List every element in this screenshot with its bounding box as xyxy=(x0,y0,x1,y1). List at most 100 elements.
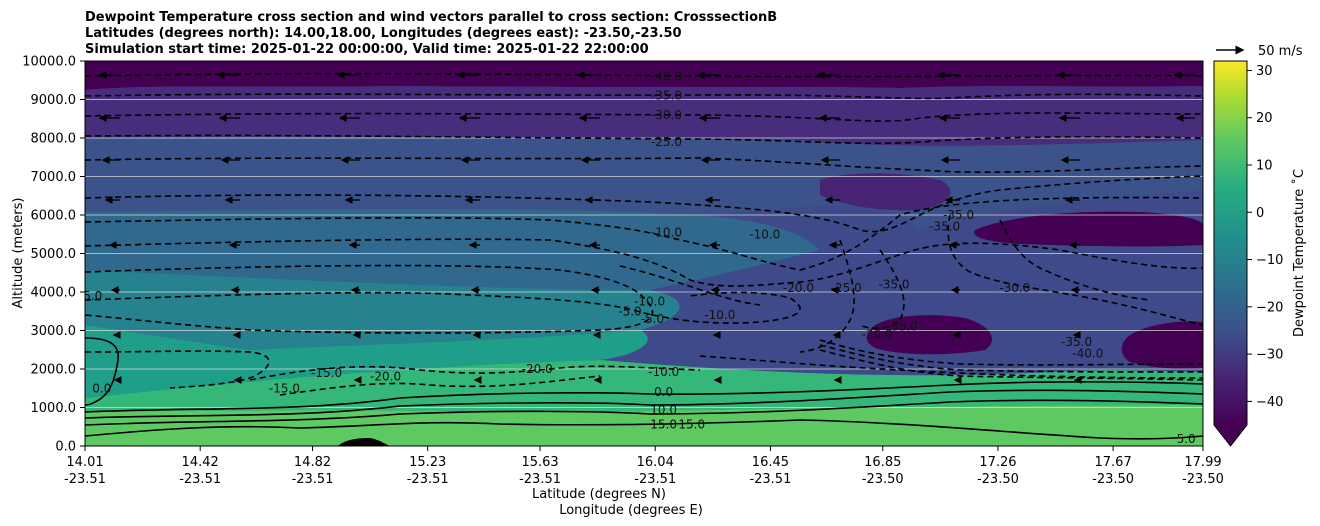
contour-label: 0.0 xyxy=(92,381,111,395)
contour-label: -10.0 xyxy=(634,295,665,309)
contour-label: -10.0 xyxy=(704,308,735,322)
contour-label: 10.0 xyxy=(650,403,677,417)
y-tick-label: 0.0 xyxy=(55,440,76,455)
x-tick-label-lon: -23.50 xyxy=(977,472,1019,487)
contour-label: 15.0 xyxy=(678,417,705,431)
y-tick-label: 4000.0 xyxy=(31,286,77,301)
x-tick-label-lat: 14.82 xyxy=(294,455,331,470)
y-tick-label: 3000.0 xyxy=(31,324,77,339)
solid-contours xyxy=(85,337,1203,440)
x-tick-label-lon: -23.51 xyxy=(179,472,221,487)
colorbar-tick-label: −10 xyxy=(1256,253,1283,268)
filled-band-green-teal xyxy=(85,325,648,398)
x-tick-label-lat: 16.45 xyxy=(752,455,789,470)
contour-label: -35.0 xyxy=(929,220,960,234)
contour-label: -35.0 xyxy=(887,320,918,334)
contour-label: -5.0 xyxy=(79,289,102,303)
colorbar-outline xyxy=(1213,60,1248,447)
colorbar-gradient xyxy=(1214,61,1247,425)
x-tick-label-lon: -23.51 xyxy=(519,472,561,487)
contour-label: -5.0 xyxy=(641,312,664,326)
y-axis-label: Altitude (meters) xyxy=(11,198,26,309)
contour-label: -30.0 xyxy=(651,108,682,122)
colorbar-tick-label: 20 xyxy=(1256,111,1273,126)
contour-label: -35.0 xyxy=(943,208,974,222)
contour-label: -10.0 xyxy=(651,225,682,239)
x-tick-label-lon: -23.50 xyxy=(1092,472,1134,487)
contour-label: -35.0 xyxy=(1061,335,1092,349)
colorbar-tick-label: 10 xyxy=(1256,159,1273,174)
y-axis: 0.0 1000.0 2000.0 3000.0 4000.0 5000.0 6000.0 7… xyxy=(22,55,85,455)
y-tick-label: 1000.0 xyxy=(31,401,77,416)
x-tick-label-lon: -23.51 xyxy=(64,472,106,487)
colorbar-tick-label: −30 xyxy=(1256,348,1283,363)
colorbar: 30 20 10 0 −10 −20 −30 −40 Dewpoint Temperature… xyxy=(1213,60,1307,447)
filled-band-upper-dark xyxy=(85,61,1203,90)
contour-label: -5.0 xyxy=(618,304,641,318)
x-tick-label-lon: -23.51 xyxy=(407,472,449,487)
quiver-key-label: 50 m/s xyxy=(1258,44,1303,59)
y-tick-label: 5000.0 xyxy=(31,247,77,262)
filled-band-purple xyxy=(85,86,1203,146)
x-axis: 14.01 -23.51 14.42 -23.51 14.82 -23.51 15.23 -2… xyxy=(64,446,1224,487)
x-tick-label-lon: -23.51 xyxy=(292,472,334,487)
contour-label: -30.0 xyxy=(999,281,1030,295)
filled-band-sea-green xyxy=(85,360,1203,412)
chart-title-line-3: Simulation start time: 2025-01-22 00:00:… xyxy=(85,42,649,57)
x-tick-label-lon: -23.51 xyxy=(749,472,791,487)
x-tick-label-lon: -23.51 xyxy=(634,472,676,487)
x-tick-label-lat: 16.04 xyxy=(637,455,674,470)
y-tick-label: 8000.0 xyxy=(31,132,77,147)
contour-label: 5.0 xyxy=(1177,432,1196,446)
terrain xyxy=(338,438,390,446)
colorbar-tick-label: 30 xyxy=(1256,64,1273,79)
y-tick-label: 2000.0 xyxy=(31,363,77,378)
plot-area: -40.0-35.0-30.0-25.0-10.0 -10.0-35.0-35.0… xyxy=(79,61,1203,446)
y-tick-label: 9000.0 xyxy=(31,93,77,108)
dry-pocket-upper-mid xyxy=(820,173,951,211)
contour-label: -25.0 xyxy=(831,281,862,295)
dry-pocket-right xyxy=(1121,321,1203,369)
x-tick-label-lat: 15.23 xyxy=(409,455,446,470)
colorbar-tick-label: −40 xyxy=(1256,395,1283,410)
colorbar-tick-label: −20 xyxy=(1256,300,1283,315)
contour-label: -40.0 xyxy=(1072,347,1103,361)
filled-band-teal-dark xyxy=(85,208,820,290)
y-tick-label: 7000.0 xyxy=(31,170,77,185)
colorbar-label: Dewpoint Temperature ˚C xyxy=(1291,169,1307,337)
contour-label: -15.0 xyxy=(311,366,342,380)
y-tick-label: 10000.0 xyxy=(22,55,76,70)
colorbar-tick-label: 0 xyxy=(1256,206,1264,221)
contour-label: -20.0 xyxy=(370,370,401,384)
x-tick-label-lat: 17.67 xyxy=(1095,455,1132,470)
chart-title-line-2: Latitudes (degrees north): 14.00,18.00, … xyxy=(85,26,682,41)
contour-label: -20.0 xyxy=(522,362,553,376)
dry-pocket-upper-right xyxy=(974,211,1203,247)
dry-pocket-mid xyxy=(866,315,993,355)
x-tick-label-lat: 16.85 xyxy=(864,455,901,470)
contour-label: 15.0 xyxy=(650,417,677,431)
x-tick-label-lat: 17.26 xyxy=(979,455,1016,470)
contour-label: -35.0 xyxy=(651,89,682,103)
contour-label: -35.0 xyxy=(878,277,909,291)
x-tick-label-lat: 17.99 xyxy=(1184,455,1221,470)
chart-title-line-1: Dewpoint Temperature cross section and w… xyxy=(85,10,777,25)
contour-labels: -40.0-35.0-30.0-25.0-10.0 -10.0-35.0-35.0… xyxy=(79,69,1196,446)
grid-lines xyxy=(85,99,1203,408)
x-tick-label-lat: 14.42 xyxy=(182,455,219,470)
contour-label: -25.0 xyxy=(651,135,682,149)
contour-label: -10.0 xyxy=(648,365,679,379)
quiver-key: 50 m/s xyxy=(1216,44,1303,59)
x-tick-label-lon: -23.50 xyxy=(862,472,904,487)
contour-label: -10.0 xyxy=(749,227,780,241)
x-tick-label-lon: -23.50 xyxy=(1182,472,1224,487)
x-axis-label-longitude: Longitude (degrees E) xyxy=(559,503,703,518)
contour-label: 0.0 xyxy=(654,385,673,399)
contour-label: -20.0 xyxy=(783,281,814,295)
contour-label: -15.0 xyxy=(269,381,300,395)
x-axis-label-latitude: Latitude (degrees N) xyxy=(532,487,666,502)
wind-vectors xyxy=(98,71,1195,384)
colorbar-extend-triangle xyxy=(1214,425,1247,446)
x-tick-label-lat: 14.01 xyxy=(66,455,103,470)
